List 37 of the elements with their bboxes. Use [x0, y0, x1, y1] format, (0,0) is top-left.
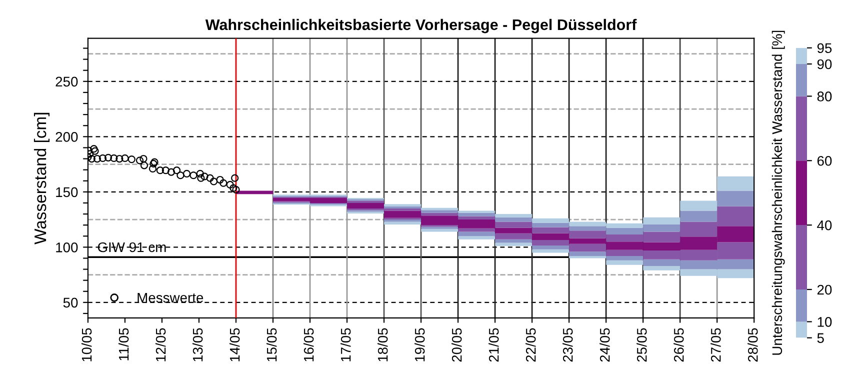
y-tick-label: 100 — [56, 242, 78, 252]
x-tick-label: 16/05 — [304, 328, 314, 362]
x-tick-label: 10/05 — [81, 328, 92, 362]
y-axis-title: Wasserstand [cm] — [34, 112, 50, 244]
x-tick-label: 11/05 — [118, 328, 129, 360]
color-bar-label: 80 — [817, 92, 832, 102]
x-tick-label: 19/05 — [414, 328, 425, 362]
color-bar-label: 20 — [817, 284, 832, 295]
x-tick-label: 27/05 — [710, 328, 721, 362]
y-tick-label: 200 — [56, 132, 78, 142]
color-bar-label: 90 — [817, 59, 832, 70]
color-bar-label: 95 — [817, 43, 832, 54]
x-tick-label: 21/05 — [488, 328, 499, 362]
x-tick-label: 20/05 — [452, 328, 462, 362]
x-tick-label: 12/05 — [156, 328, 166, 362]
x-tick-label: 15/05 — [266, 328, 277, 362]
x-tick-label: 28/05 — [748, 328, 758, 362]
x-tick-label: 14/05 — [230, 328, 240, 362]
x-tick-label: 18/05 — [378, 328, 388, 362]
ref-line-label: GIW 91 cm — [98, 242, 166, 252]
x-tick-label: 25/05 — [636, 328, 647, 362]
y-tick-label: 150 — [56, 187, 78, 198]
x-tick-label: 13/05 — [192, 328, 203, 362]
color-bar-label: 60 — [817, 156, 832, 166]
x-tick-label: 26/05 — [674, 328, 684, 362]
x-tick-label: 17/05 — [340, 328, 351, 362]
color-bar-title: Unterschreitungswahrscheinlichkeit Wasserstand [%] — [772, 30, 785, 355]
x-tick-label: 22/05 — [526, 328, 536, 362]
chart-title: Wahrscheinlichkeitsbasierte Vorhersage - Pegel Düsseldorf — [205, 18, 637, 34]
y-tick-label: 250 — [56, 76, 78, 87]
color-bar-label: 5 — [817, 333, 824, 343]
y-tick-label: 50 — [63, 298, 78, 308]
legend-label: Messwerte — [138, 292, 204, 303]
color-bar-label: 10 — [818, 317, 832, 327]
x-tick-label: 24/05 — [600, 328, 610, 362]
color-bar-label: 40 — [817, 220, 832, 230]
x-tick-label: 23/05 — [562, 328, 573, 362]
